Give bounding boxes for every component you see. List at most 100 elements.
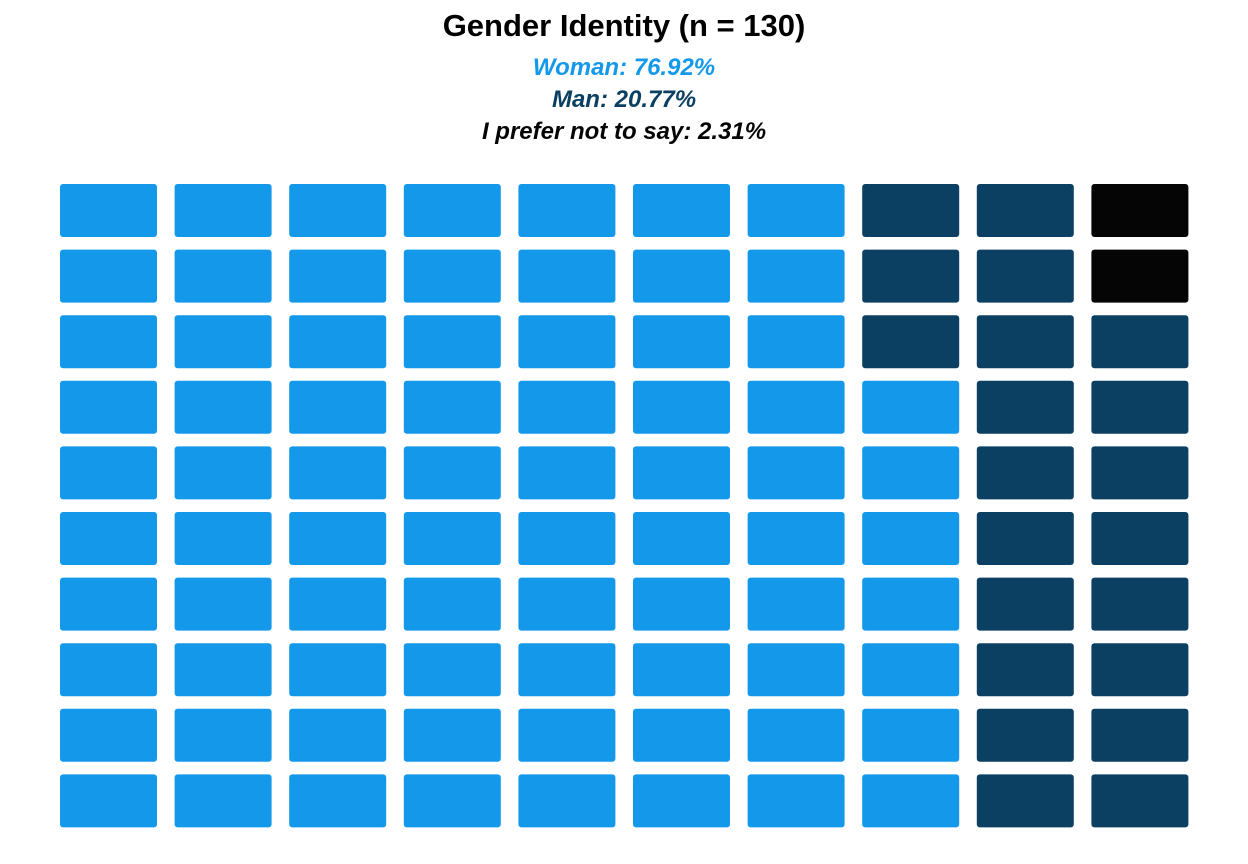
waffle-cell-woman: [403, 577, 501, 631]
waffle-cell-woman: [747, 643, 845, 697]
waffle-cell-woman: [518, 643, 616, 697]
waffle-cell-woman: [174, 774, 272, 828]
waffle-cell-man: [862, 315, 960, 369]
waffle-cell-man: [976, 315, 1074, 369]
waffle-cell-man: [976, 774, 1074, 828]
waffle-cell-woman: [60, 446, 157, 500]
waffle-cell-woman: [747, 380, 845, 434]
waffle-cell-woman: [174, 446, 272, 500]
waffle-cell-woman: [403, 380, 501, 434]
waffle-cell-woman: [747, 512, 845, 565]
waffle-cell-man: [1091, 380, 1189, 434]
waffle-cell-woman: [633, 512, 730, 565]
waffle-cell-woman: [289, 577, 387, 631]
waffle-cell-woman: [633, 380, 730, 434]
waffle-cell-woman: [633, 184, 730, 237]
waffle-cell-woman: [747, 774, 845, 828]
waffle-cell-woman: [518, 380, 616, 434]
waffle-cell-woman: [289, 643, 387, 697]
waffle-cell-man: [1091, 708, 1189, 762]
waffle-cell-woman: [518, 774, 616, 828]
waffle-cell-woman: [862, 577, 960, 631]
waffle-cell-woman: [518, 184, 616, 237]
waffle-cell-woman: [403, 446, 501, 500]
waffle-cell-woman: [403, 643, 501, 697]
waffle-cell-woman: [747, 708, 845, 762]
waffle-cell-man: [1091, 774, 1189, 828]
waffle-cell-woman: [60, 249, 157, 303]
waffle-cell-woman: [60, 708, 157, 762]
waffle-cell-woman: [747, 315, 845, 369]
waffle-cell-woman: [403, 249, 501, 303]
waffle-cell-woman: [633, 643, 730, 697]
waffle-cell-woman: [60, 512, 157, 565]
waffle-cell-man: [976, 380, 1074, 434]
waffle-cell-man: [1091, 577, 1189, 631]
waffle-cell-man: [862, 249, 960, 303]
waffle-cell-man: [1091, 446, 1189, 500]
waffle-cell-woman: [174, 249, 272, 303]
waffle-cell-woman: [518, 446, 616, 500]
waffle-cell-woman: [60, 380, 157, 434]
waffle-cell-woman: [174, 380, 272, 434]
waffle-cell-man: [976, 249, 1074, 303]
waffle-cell-woman: [60, 774, 157, 828]
waffle-cell-man: [1091, 512, 1189, 565]
waffle-cell-woman: [862, 708, 960, 762]
waffle-cell-woman: [174, 315, 272, 369]
waffle-cell-woman: [633, 708, 730, 762]
waffle-cell-i-prefer-not-to-say: [1091, 184, 1189, 237]
waffle-cell-woman: [174, 184, 272, 237]
legend-man: Man: 20.77%: [551, 86, 697, 113]
waffle-cell-woman: [633, 446, 730, 500]
waffle-cell-woman: [289, 708, 387, 762]
waffle-cell-woman: [289, 249, 387, 303]
waffle-cell-woman: [289, 774, 387, 828]
waffle-cell-woman: [633, 774, 730, 828]
waffle-cell-woman: [403, 708, 501, 762]
waffle-cell-woman: [60, 577, 157, 631]
waffle-cell-woman: [518, 512, 616, 565]
waffle-cell-woman: [862, 512, 960, 565]
waffle-cell-woman: [289, 315, 387, 369]
waffle-cell-woman: [60, 315, 157, 369]
waffle-cell-man: [1091, 643, 1189, 697]
waffle-cell-man: [862, 184, 960, 237]
waffle-cell-woman: [174, 708, 272, 762]
chart-title: Gender Identity (n = 130): [442, 8, 806, 43]
waffle-cell-woman: [633, 315, 730, 369]
legend-prefer-not-to-say: I prefer not to say: 2.31%: [481, 118, 767, 145]
waffle-cell-woman: [862, 380, 960, 434]
waffle-cell-woman: [60, 184, 157, 237]
waffle-cell-woman: [747, 184, 845, 237]
waffle-cell-i-prefer-not-to-say: [1091, 249, 1189, 303]
waffle-cell-woman: [862, 643, 960, 697]
waffle-cell-woman: [403, 774, 501, 828]
waffle-cell-man: [976, 184, 1074, 237]
waffle-cell-woman: [174, 577, 272, 631]
waffle-cell-woman: [747, 577, 845, 631]
waffle-cell-woman: [518, 249, 616, 303]
waffle-cell-woman: [174, 512, 272, 565]
waffle-cell-woman: [747, 249, 845, 303]
waffle-cell-man: [976, 643, 1074, 697]
waffle-cell-woman: [747, 446, 845, 500]
waffle-cell-woman: [403, 512, 501, 565]
waffle-cell-woman: [518, 577, 616, 631]
waffle-cell-man: [976, 577, 1074, 631]
waffle-cell-woman: [289, 512, 387, 565]
waffle-cell-woman: [289, 184, 387, 237]
waffle-cell-woman: [518, 708, 616, 762]
waffle-cell-woman: [403, 184, 501, 237]
waffle-cell-woman: [174, 643, 272, 697]
waffle-cell-woman: [403, 315, 501, 369]
waffle-cell-woman: [289, 380, 387, 434]
waffle-cell-woman: [633, 577, 730, 631]
waffle-cell-woman: [518, 315, 616, 369]
waffle-cell-man: [976, 708, 1074, 762]
waffle-cell-woman: [862, 774, 960, 828]
waffle-cell-woman: [60, 643, 157, 697]
waffle-cell-man: [976, 446, 1074, 500]
waffle-cell-woman: [289, 446, 387, 500]
